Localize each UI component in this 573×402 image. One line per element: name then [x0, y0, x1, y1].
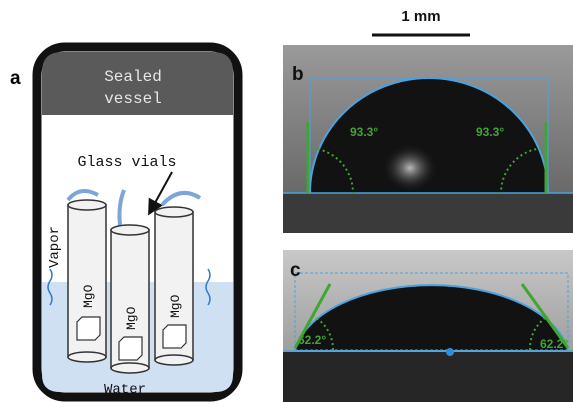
scale-label: 1 mm [401, 8, 440, 25]
vial-label: MgO [81, 284, 96, 308]
panel-a: a Sealed vessel Glass vials MgO MgO MgO … [10, 47, 238, 398]
vial-top [68, 200, 106, 210]
vessel-label: vessel [104, 90, 162, 108]
panel-label: b [292, 64, 304, 85]
vial-top [155, 207, 193, 217]
vial-label: MgO [168, 294, 183, 318]
substrate [283, 193, 573, 233]
vial-bottom [111, 363, 149, 373]
vial-label: MgO [124, 306, 139, 330]
vial-bottom [155, 355, 193, 365]
angle-label: 93.3° [476, 125, 504, 139]
angle-label: 93.3° [350, 125, 378, 139]
panel-c: 62.2° 62.2° c [283, 250, 573, 402]
vial-top [111, 225, 149, 235]
center-dot [446, 348, 454, 356]
vials-label: Glass vials [77, 154, 176, 171]
reflection [382, 144, 438, 192]
vessel-label: Sealed [104, 68, 162, 86]
panel-b: 93.3° 93.3° b [283, 45, 573, 233]
substrate [283, 352, 573, 402]
panel-label: a [10, 68, 21, 89]
angle-label: 62.2° [540, 337, 568, 351]
angle-label: 62.2° [298, 333, 326, 347]
panel-label: c [290, 260, 301, 281]
water-label: Water [104, 382, 146, 398]
vial-bottom [68, 352, 106, 362]
figure: a Sealed vessel Glass vials MgO MgO MgO … [0, 0, 573, 402]
vapor-label: Vapor [47, 226, 63, 268]
